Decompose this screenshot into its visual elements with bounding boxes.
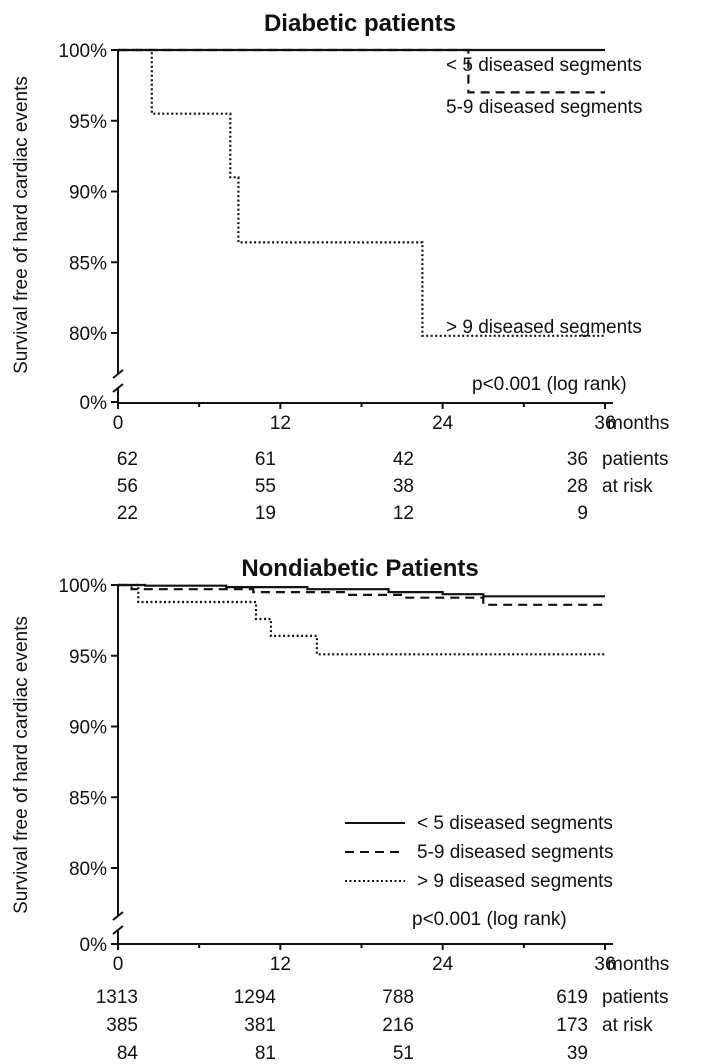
at-risk-value: 36 <box>567 449 588 470</box>
series-line-dotted <box>118 48 605 337</box>
at-risk-value: 51 <box>393 1043 414 1064</box>
at-risk-row-label: patients <box>602 449 669 470</box>
at-risk-value: 84 <box>117 1043 139 1064</box>
x-tick-label: 0 <box>113 413 124 434</box>
y-axis-label: Survival free of hard cardiac events <box>11 76 32 374</box>
y-tick-label: 90% <box>69 183 107 204</box>
x-tick-label: 36 <box>594 954 615 975</box>
at-risk-value: 385 <box>106 1015 138 1036</box>
at-risk-value: 381 <box>244 1015 276 1036</box>
at-risk-value: 12 <box>393 503 414 524</box>
at-risk-value: 19 <box>255 503 276 524</box>
at-risk-value: 1313 <box>96 987 138 1008</box>
y-axis-break-mark <box>112 383 124 393</box>
y-tick-label: 0% <box>80 935 108 956</box>
y-tick-label: 85% <box>69 788 107 809</box>
series-line-dashed <box>118 583 605 606</box>
at-risk-value: 173 <box>556 1015 588 1036</box>
at-risk-value: 1294 <box>234 987 277 1008</box>
y-tick-label: 95% <box>69 647 107 668</box>
series-line-dotted <box>118 583 605 656</box>
panel-nondiabetic: Nondiabetic Patients Survival free of har… <box>11 555 669 1064</box>
at-risk-row-label: at risk <box>602 476 653 497</box>
panel-diabetic: Diabetic patients Survival free of hard c… <box>11 10 669 524</box>
y-tick-label: 85% <box>69 253 107 274</box>
at-risk-value: 55 <box>255 476 276 497</box>
y-tick-label: 80% <box>69 324 107 345</box>
at-risk-value: 619 <box>556 987 588 1008</box>
at-risk-value: 42 <box>393 449 414 470</box>
series-label: > 9 diseased segments <box>446 317 642 338</box>
at-risk-value: 81 <box>255 1043 276 1064</box>
y-tick-label: 100% <box>58 41 107 62</box>
x-tick-label: 36 <box>594 413 615 434</box>
at-risk-value: 788 <box>382 987 414 1008</box>
at-risk-value: 61 <box>255 449 276 470</box>
x-unit-label: months <box>607 413 669 434</box>
chart-title: Diabetic patients <box>264 10 456 37</box>
at-risk-value: 22 <box>117 503 138 524</box>
y-axis-break-mark <box>112 925 124 935</box>
y-tick-label: 100% <box>58 576 107 597</box>
series-label: < 5 diseased segments <box>446 55 642 76</box>
x-unit-label: months <box>607 954 669 975</box>
legend-label: 5-9 diseased segments <box>417 842 613 863</box>
y-tick-label: 90% <box>69 718 107 739</box>
x-tick-label: 24 <box>432 954 454 975</box>
legend-label: < 5 diseased segments <box>417 813 613 834</box>
at-risk-value: 62 <box>117 449 138 470</box>
legend: < 5 diseased segments 5-9 diseased segmen… <box>345 813 613 892</box>
y-tick-label: 95% <box>69 112 107 133</box>
y-tick-label: 0% <box>80 393 108 414</box>
series-label: 5-9 diseased segments <box>446 97 642 118</box>
at-risk-value: 28 <box>567 476 588 497</box>
at-risk-value: 56 <box>117 476 138 497</box>
y-axis-break-mark <box>112 911 124 921</box>
at-risk-value: 39 <box>567 1043 588 1064</box>
y-axis-break-mark <box>112 369 124 379</box>
y-axis-label: Survival free of hard cardiac events <box>11 616 32 914</box>
x-tick-label: 12 <box>270 413 291 434</box>
chart-title: Nondiabetic Patients <box>241 555 478 582</box>
at-risk-value: 216 <box>382 1015 414 1036</box>
x-tick-label: 24 <box>432 413 454 434</box>
series-line-solid <box>118 583 605 598</box>
p-value-annotation: p<0.001 (log rank) <box>472 374 627 395</box>
x-tick-label: 12 <box>270 954 291 975</box>
at-risk-row-label: at risk <box>602 1015 653 1036</box>
y-tick-label: 80% <box>69 859 107 880</box>
x-tick-label: 0 <box>113 954 124 975</box>
p-value-annotation: p<0.001 (log rank) <box>412 909 567 930</box>
at-risk-row-label: patients <box>602 987 669 1008</box>
at-risk-value: 38 <box>393 476 414 497</box>
at-risk-value: 9 <box>577 503 588 524</box>
legend-label: > 9 diseased segments <box>417 871 613 892</box>
